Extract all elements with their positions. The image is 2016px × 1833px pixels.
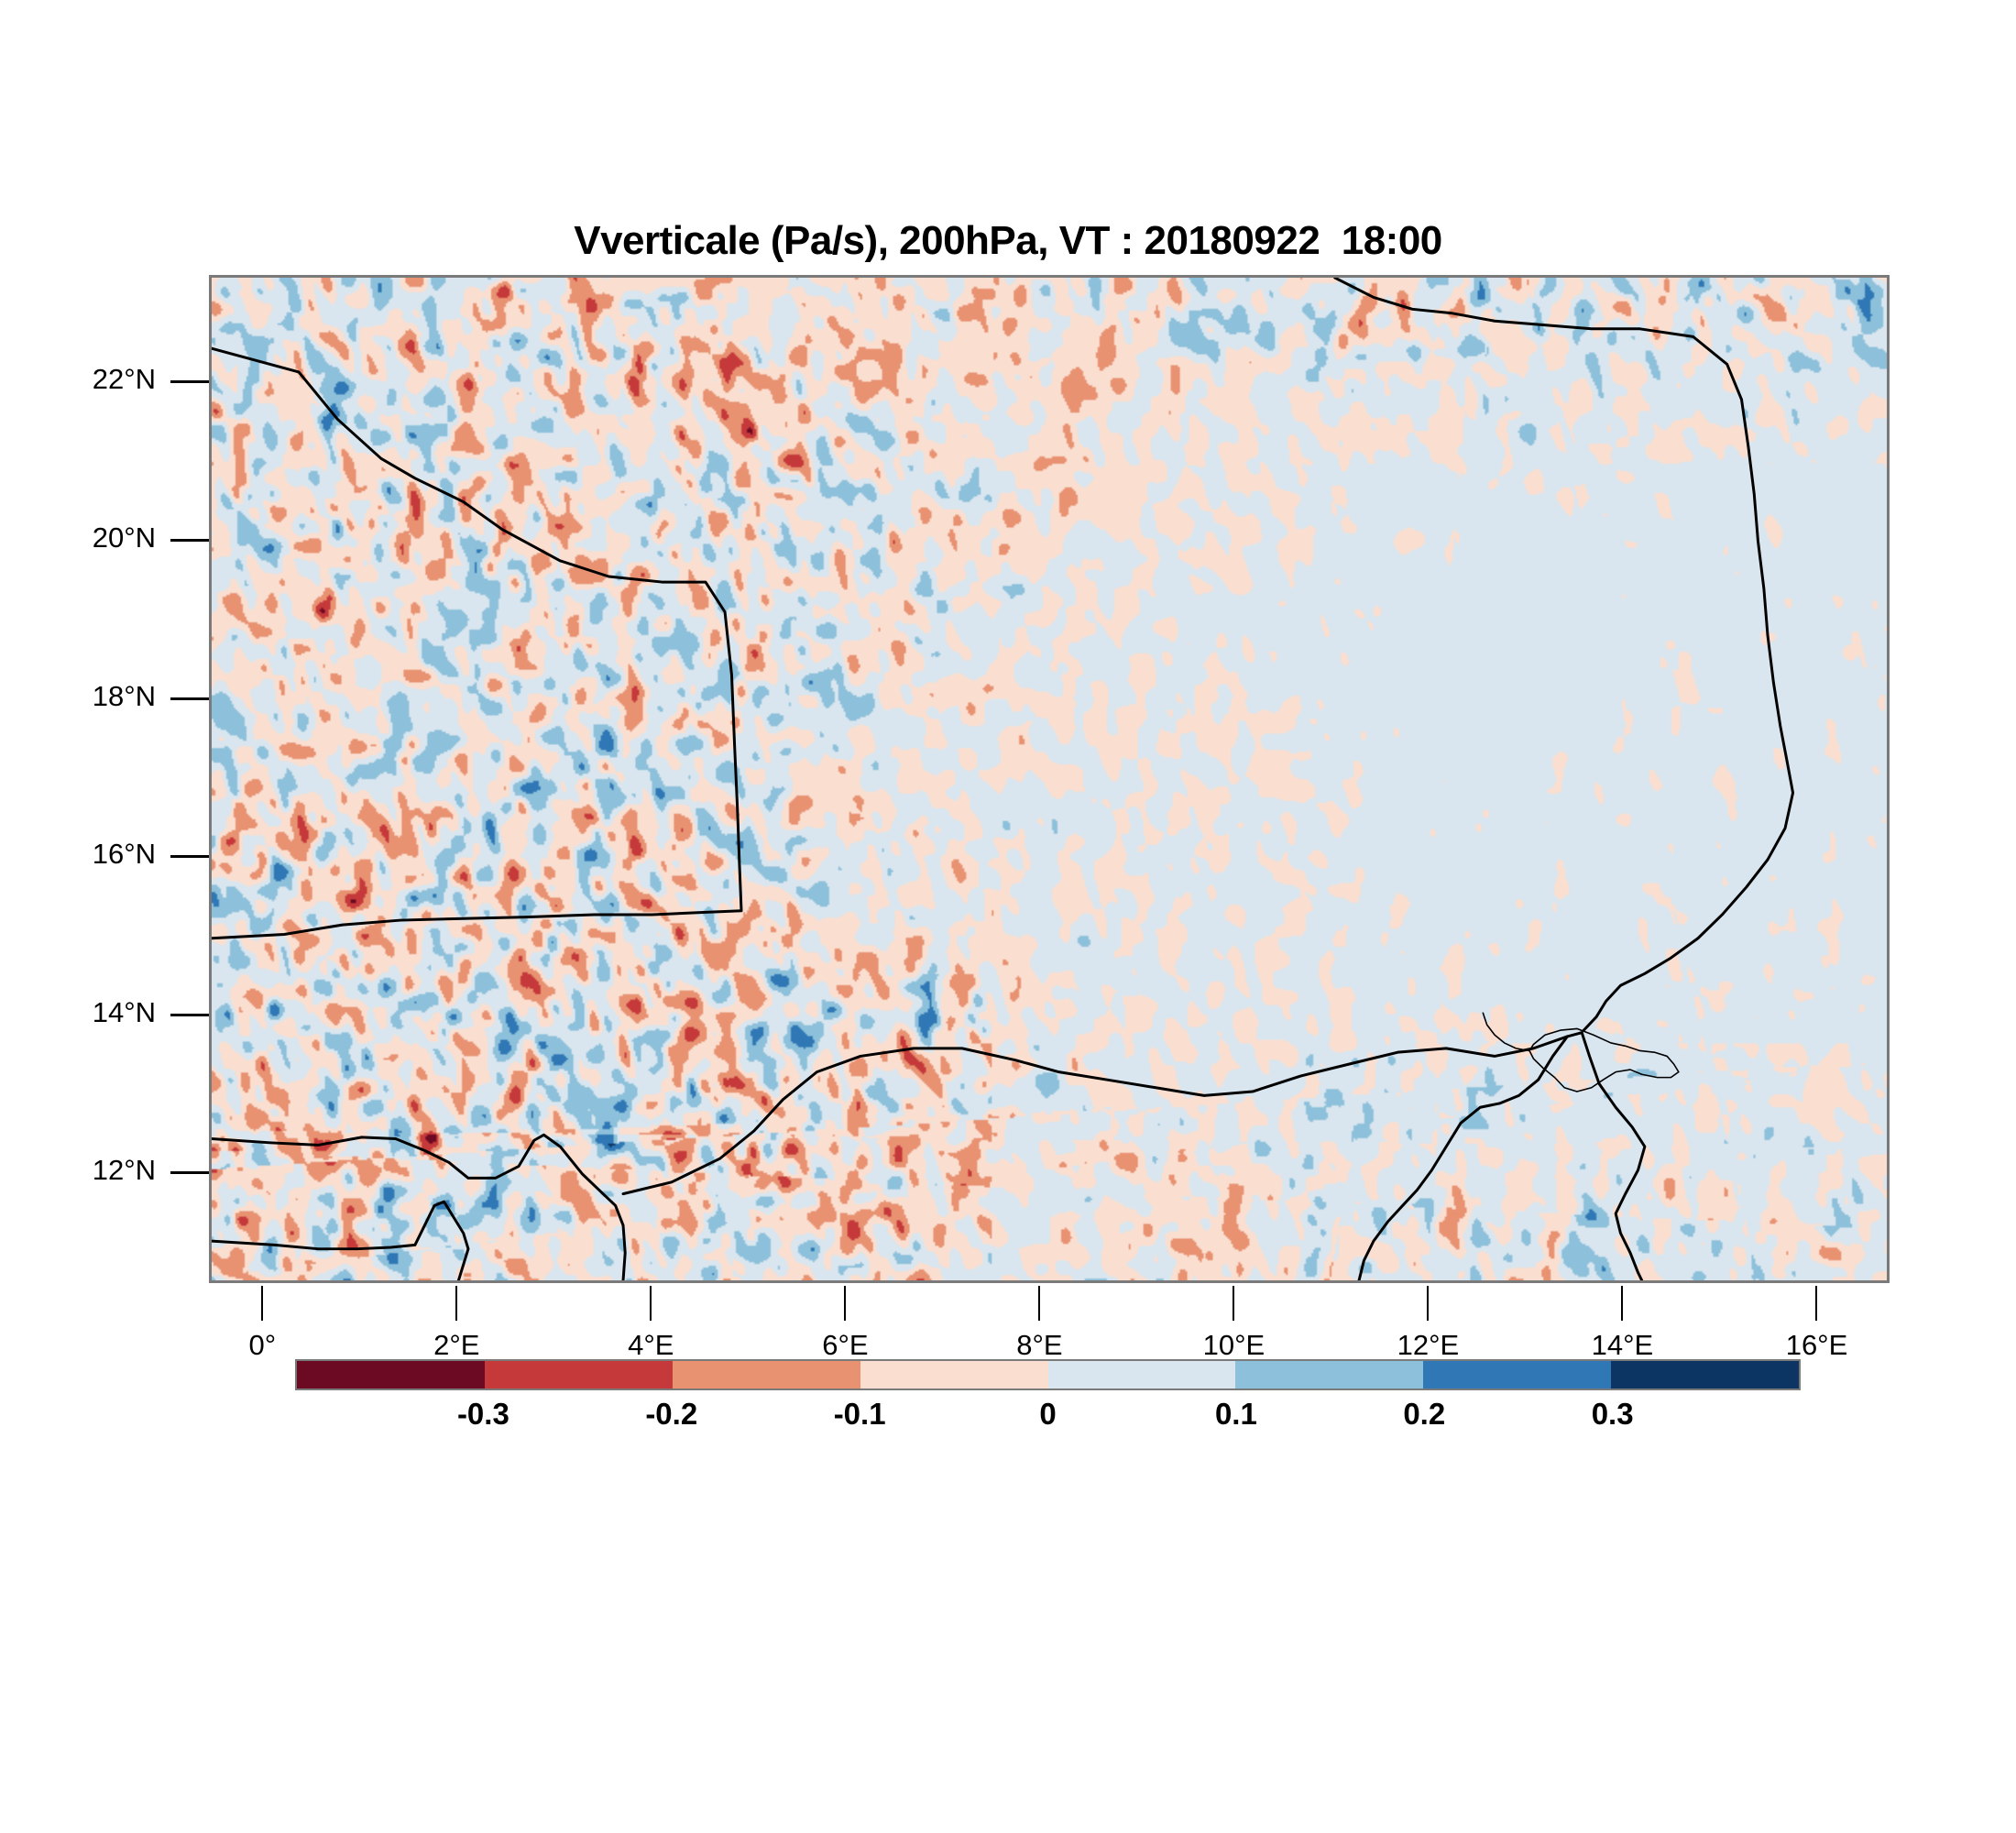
colorbar-band: [484, 1361, 673, 1388]
x-tick-mark: [1038, 1286, 1041, 1321]
y-tick-label: 22°N: [92, 363, 156, 396]
colorbar-band: [297, 1361, 485, 1388]
y-tick-mark: [170, 1013, 209, 1016]
x-tick-label: 4°E: [628, 1329, 674, 1361]
x-tick-label: 10°E: [1202, 1329, 1265, 1361]
y-tick-label: 20°N: [92, 521, 156, 554]
x-tick-mark: [650, 1286, 652, 1321]
vertical-velocity-contour-field: [212, 278, 1887, 1280]
colorbar: [295, 1359, 1801, 1390]
x-tick-mark: [844, 1286, 847, 1321]
y-tick-mark: [170, 1171, 209, 1175]
x-tick-label: 12°E: [1397, 1329, 1460, 1361]
x-tick-mark: [455, 1286, 458, 1321]
colorbar-tick-label: 0.2: [1403, 1397, 1446, 1431]
x-tick-label: 14°E: [1591, 1329, 1654, 1361]
x-tick-label: 16°E: [1785, 1329, 1848, 1361]
colorbar-band: [1235, 1361, 1424, 1388]
colorbar-band: [1423, 1361, 1612, 1388]
colorbar-band: [860, 1361, 1048, 1388]
y-tick-label: 16°N: [92, 838, 156, 871]
y-tick-label: 18°N: [92, 679, 156, 712]
colorbar-tick-label: -0.2: [645, 1397, 698, 1431]
x-tick-mark: [1815, 1286, 1818, 1321]
y-tick-label: 12°N: [92, 1154, 156, 1187]
colorbar-band: [1047, 1361, 1236, 1388]
x-tick-mark: [1621, 1286, 1624, 1321]
colorbar-tick-label: 0.1: [1214, 1397, 1257, 1431]
colorbar-tick-label: -0.1: [833, 1397, 886, 1431]
colorbar-tick-label: -0.3: [456, 1397, 509, 1431]
x-tick-mark: [1427, 1286, 1430, 1321]
colorbar-band: [672, 1361, 860, 1388]
y-tick-mark: [170, 539, 209, 543]
colorbar-tick-label: 0: [1039, 1397, 1057, 1431]
colorbar-tick-label: 0.3: [1591, 1397, 1634, 1431]
map-plot-area: [209, 275, 1890, 1283]
x-tick-label: 8°E: [1016, 1329, 1063, 1361]
x-tick-label: 2°E: [433, 1329, 480, 1361]
x-tick-mark: [1233, 1286, 1235, 1321]
y-tick-mark: [170, 697, 209, 700]
x-tick-label: 6°E: [822, 1329, 869, 1361]
x-tick-label: 0°: [248, 1329, 277, 1361]
y-tick-mark: [170, 855, 209, 859]
x-tick-mark: [261, 1286, 264, 1321]
y-tick-mark: [170, 380, 209, 384]
page-title: Vverticale (Pa/s), 200hPa, VT : 20180922…: [574, 218, 1442, 263]
y-tick-label: 14°N: [92, 995, 156, 1028]
colorbar-band: [1611, 1361, 1799, 1388]
